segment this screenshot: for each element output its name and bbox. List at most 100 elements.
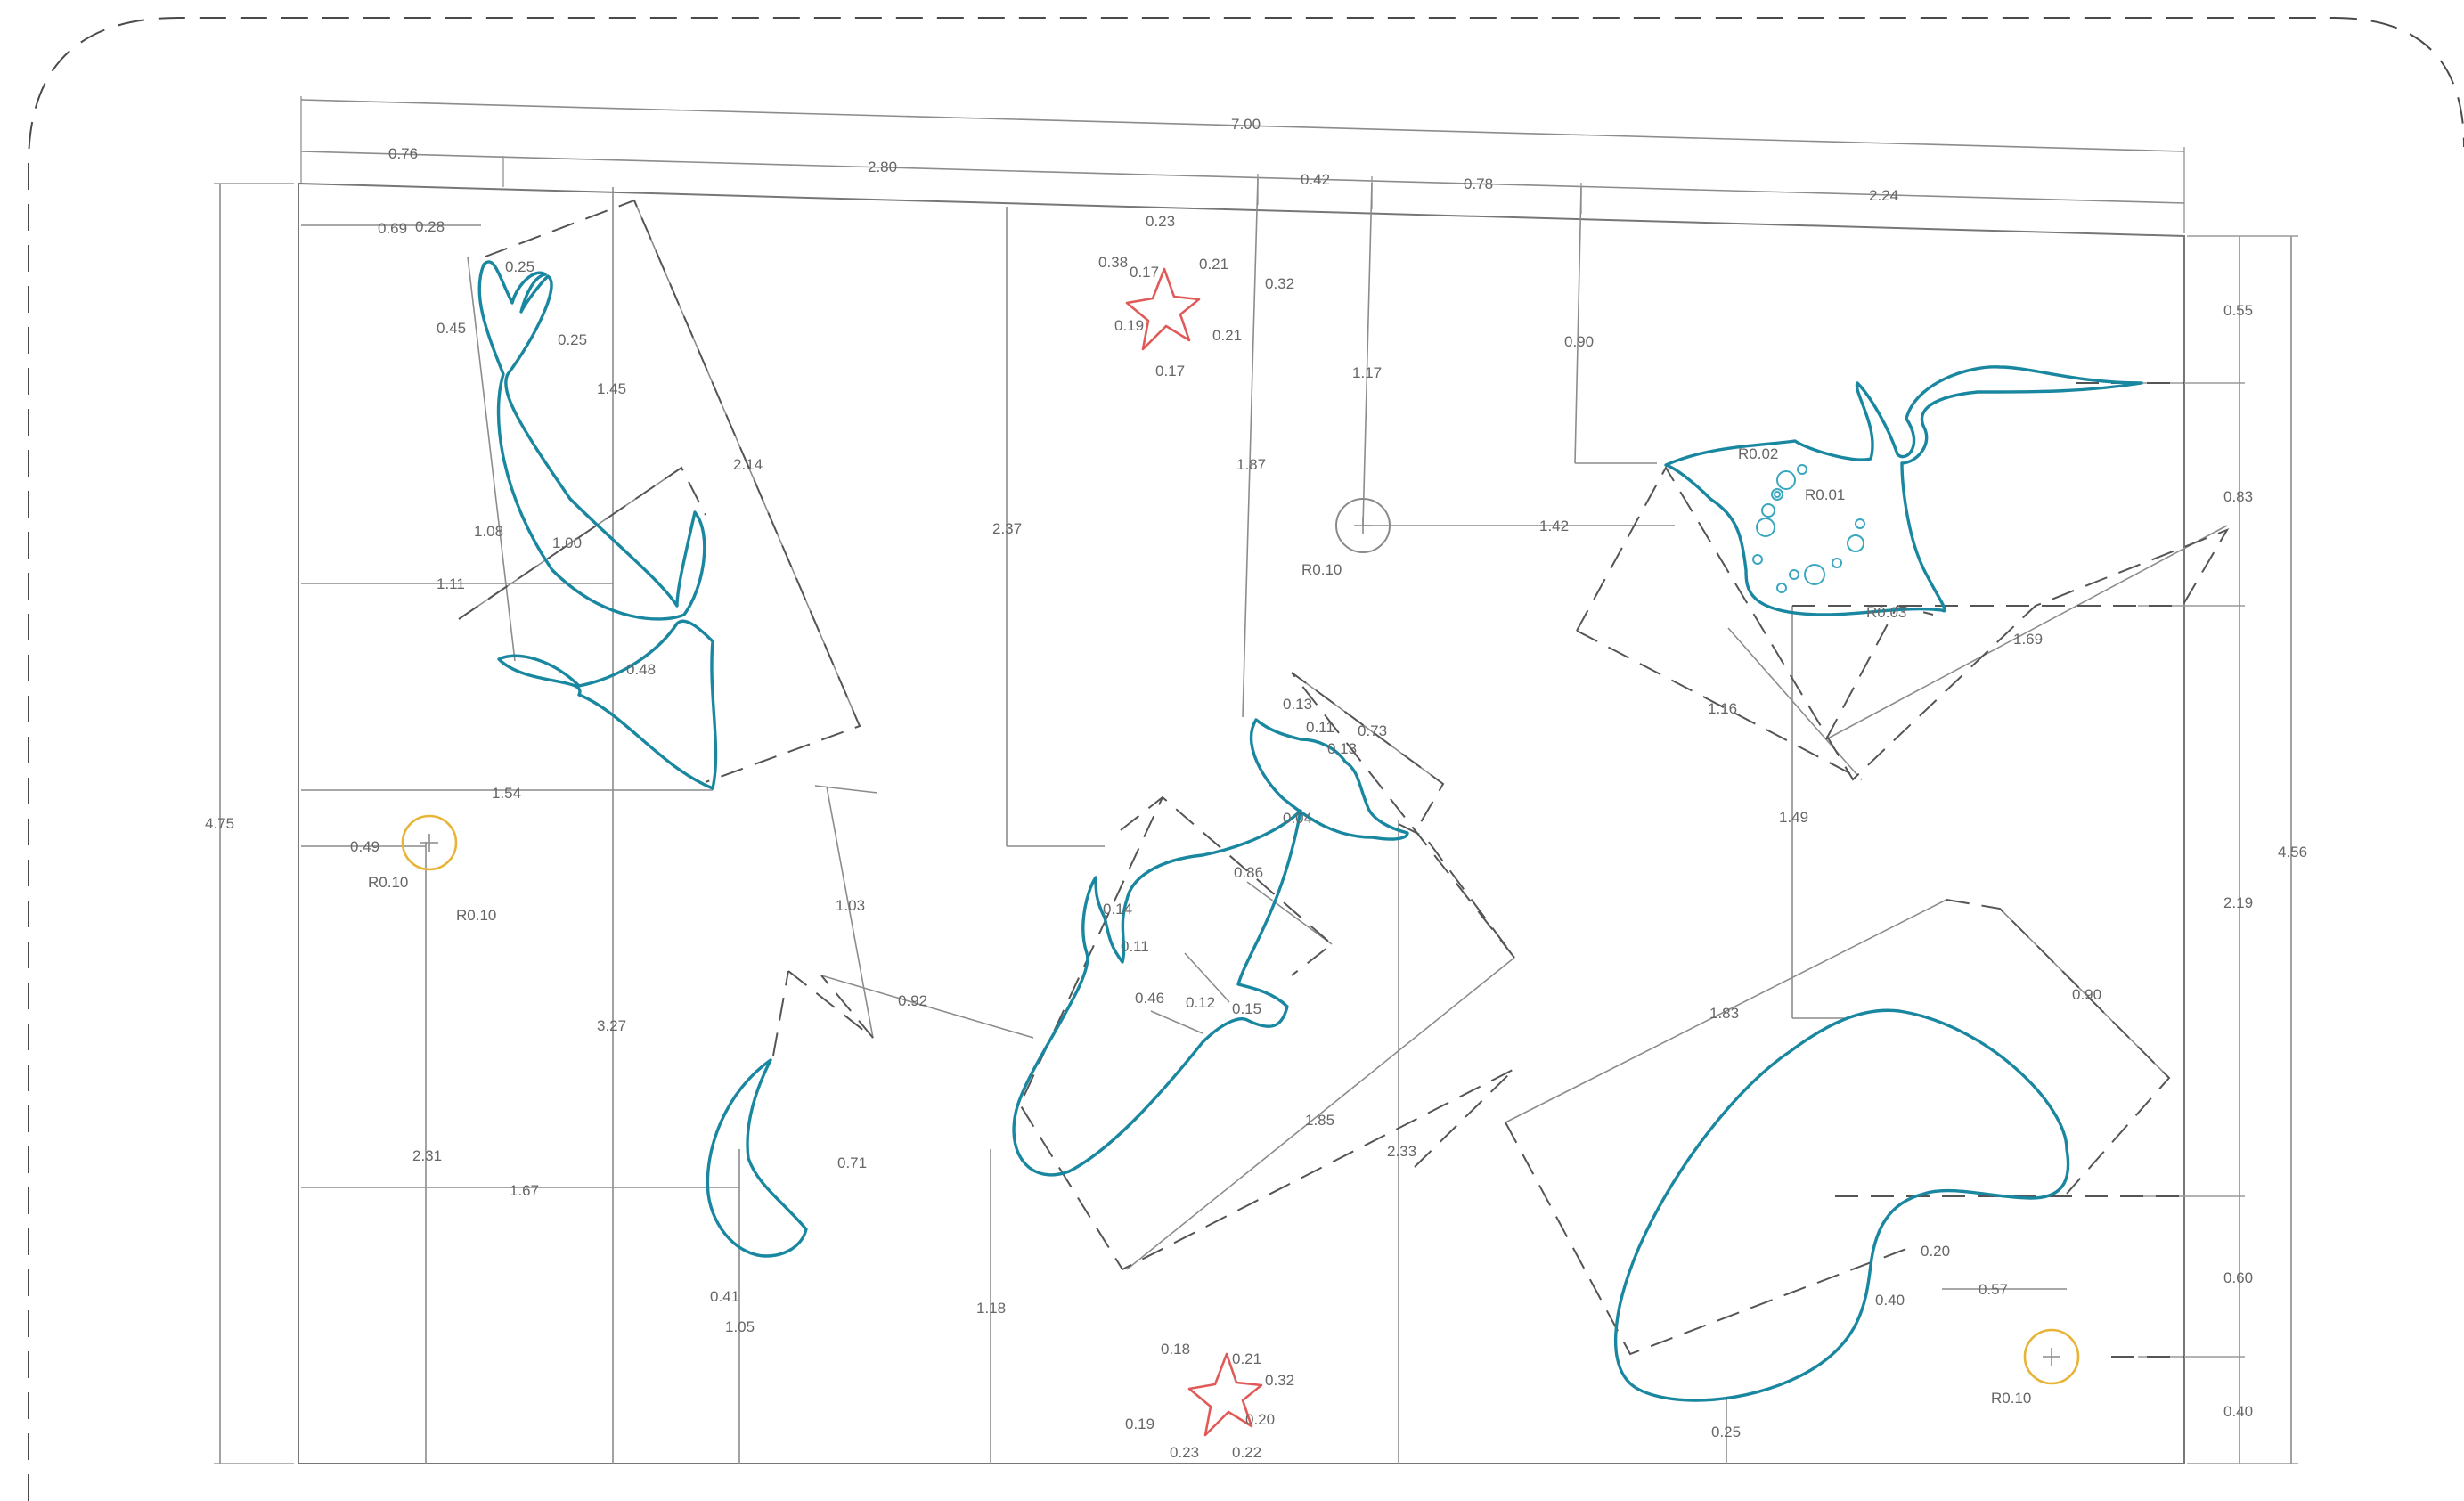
construction-frames <box>458 199 2230 1358</box>
dim-0-40b: 0.40 <box>2223 1403 2253 1420</box>
dim-1-08: 1.08 <box>474 523 503 540</box>
dim-0-11a: 0.11 <box>1306 719 1334 736</box>
dim-0-25c: 0.25 <box>1711 1424 1741 1440</box>
dim-0-92: 0.92 <box>898 992 927 1009</box>
dim-0-12: 0.12 <box>1186 994 1215 1011</box>
dim-0-45: 0.45 <box>437 320 466 337</box>
dim-0-25a: 0.25 <box>505 258 534 275</box>
radius-r010-a: R0.10 <box>368 874 408 891</box>
dim-0-28: 0.28 <box>415 218 445 235</box>
dim-0-17a: 0.17 <box>1130 264 1159 281</box>
ray-spots <box>1752 464 1865 593</box>
dim-0-23: 0.23 <box>1146 213 1175 230</box>
dim-2-31: 2.31 <box>412 1147 442 1164</box>
dim-0-86: 0.86 <box>1234 864 1263 881</box>
dim-0-49: 0.49 <box>350 838 379 855</box>
outer-boundary <box>28 17 2464 1501</box>
dim-2-14: 2.14 <box>733 456 763 473</box>
dim-0-78: 0.78 <box>1464 175 1493 192</box>
cut-profiles <box>477 260 2143 1402</box>
dim-1-54: 1.54 <box>492 785 521 802</box>
dim-0-90a: 0.90 <box>1564 333 1594 350</box>
star-upper <box>1125 267 1201 351</box>
dim-1-42: 1.42 <box>1539 518 1569 534</box>
hole-crosshairs <box>420 517 2060 1366</box>
dolphin-upper-profile <box>477 260 706 621</box>
dim-1-87: 1.87 <box>1236 456 1266 473</box>
radius-r010-b: R0.10 <box>456 907 496 924</box>
dim-1-67: 1.67 <box>510 1182 539 1199</box>
dim-2-37: 2.37 <box>992 520 1022 537</box>
dim-0-13b: 0.13 <box>1327 740 1357 757</box>
dim-0-13a: 0.13 <box>1283 696 1312 713</box>
dim-1-85: 1.85 <box>1305 1112 1334 1129</box>
dim-0-19a: 0.19 <box>1114 317 1144 334</box>
dim-0-32b: 0.32 <box>1265 1372 1294 1389</box>
dim-1-11: 1.11 <box>437 575 465 592</box>
dim-0-55: 0.55 <box>2223 302 2253 319</box>
dolphin-lower-profile <box>497 619 718 790</box>
dim-0-18: 0.18 <box>1161 1341 1190 1358</box>
star-lower <box>1187 1352 1263 1437</box>
dim-2-33: 2.33 <box>1387 1143 1416 1160</box>
dim-1-45: 1.45 <box>597 380 626 397</box>
dim-0-20a: 0.20 <box>1245 1411 1275 1428</box>
dim-1-00: 1.00 <box>552 534 582 551</box>
dim-2-80: 2.80 <box>868 159 897 175</box>
radius-r001: R0.01 <box>1805 486 1845 503</box>
hole-center <box>1335 498 1391 553</box>
dim-0-25b: 0.25 <box>558 331 587 348</box>
wave-small-profile <box>706 1058 808 1258</box>
dim-1-69: 1.69 <box>2013 631 2043 648</box>
dim-7-00: 7.00 <box>1231 116 1261 133</box>
radius-r003: R0.03 <box>1866 604 1906 621</box>
dim-0-32a: 0.32 <box>1265 275 1294 292</box>
dim-0-14: 0.14 <box>1103 901 1132 918</box>
dim-0-60: 0.60 <box>2223 1269 2253 1286</box>
dim-1-16: 1.16 <box>1708 700 1737 717</box>
dim-0-69: 0.69 <box>378 220 407 237</box>
dim-0-04: 0.04 <box>1283 810 1312 827</box>
dim-0-46: 0.46 <box>1135 990 1164 1007</box>
dim-0-38: 0.38 <box>1098 254 1128 271</box>
dim-0-23b: 0.23 <box>1170 1444 1199 1461</box>
dim-0-20b: 0.20 <box>1921 1243 1950 1260</box>
dim-4-56: 4.56 <box>2278 844 2307 861</box>
dim-0-40a: 0.40 <box>1875 1292 1905 1309</box>
dim-0-21c: 0.21 <box>1232 1350 1261 1367</box>
angled-dimensions <box>458 200 2228 1270</box>
dim-0-48: 0.48 <box>626 661 656 678</box>
dim-0-41: 0.41 <box>710 1288 739 1305</box>
radius-r010-c: R0.10 <box>1301 561 1342 578</box>
dim-2-19: 2.19 <box>2223 894 2253 911</box>
crescent-profile <box>1614 1008 2070 1402</box>
radius-r002: R0.02 <box>1738 445 1778 462</box>
dim-1-49: 1.49 <box>1779 809 1808 826</box>
dim-4-75: 4.75 <box>205 815 234 832</box>
radius-r010-d: R0.10 <box>1991 1390 2031 1407</box>
dim-1-83: 1.83 <box>1709 1005 1739 1022</box>
dim-1-18: 1.18 <box>976 1300 1006 1317</box>
dim-0-15: 0.15 <box>1232 1000 1261 1017</box>
dim-1-05: 1.05 <box>725 1318 755 1335</box>
dim-0-57: 0.57 <box>1979 1281 2008 1298</box>
dim-0-83: 0.83 <box>2223 488 2253 505</box>
dim-0-73: 0.73 <box>1358 722 1387 739</box>
dim-3-27: 3.27 <box>597 1017 626 1034</box>
ray-profile <box>1664 365 2143 616</box>
dim-2-24: 2.24 <box>1869 187 1898 204</box>
dim-0-11b: 0.11 <box>1121 938 1149 955</box>
dim-0-71: 0.71 <box>837 1154 867 1171</box>
dim-0-90b: 0.90 <box>2072 986 2101 1003</box>
side-dimensions <box>214 177 2298 1464</box>
hole-right <box>2023 1328 2080 1385</box>
plate-outline <box>298 182 2185 1464</box>
dim-0-17b: 0.17 <box>1155 363 1185 379</box>
dim-1-17: 1.17 <box>1352 364 1382 381</box>
dimension-labels: 7.00 0.76 2.80 0.42 0.78 2.24 0.69 0.28 … <box>205 116 2307 1461</box>
dim-0-42: 0.42 <box>1301 171 1330 188</box>
dim-1-03: 1.03 <box>836 897 865 914</box>
dim-0-21a: 0.21 <box>1199 256 1228 273</box>
hole-left <box>401 814 458 871</box>
